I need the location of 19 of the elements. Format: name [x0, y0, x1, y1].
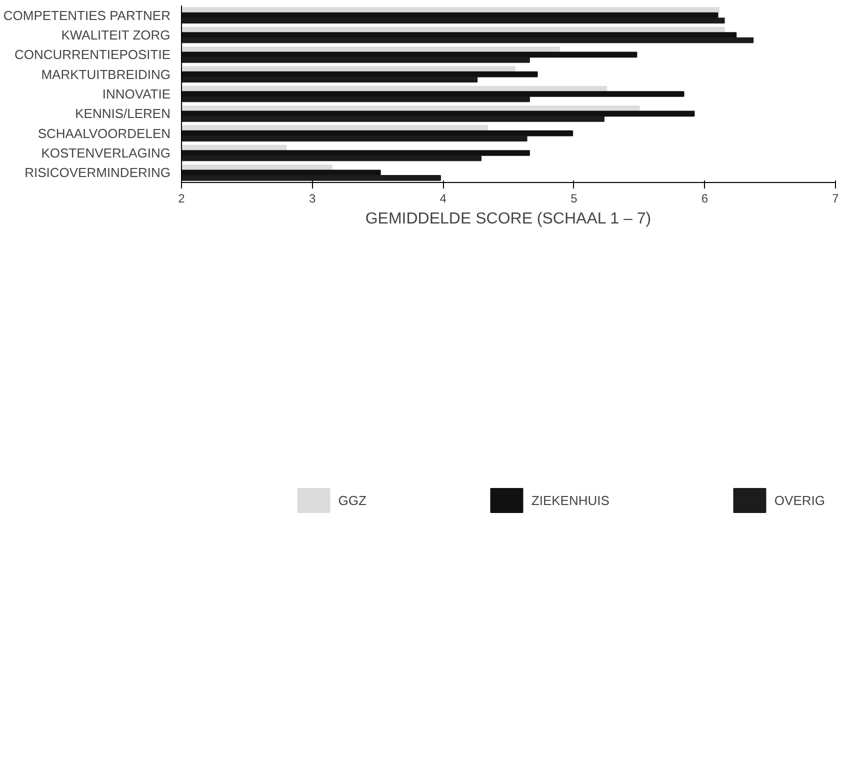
x-tick-label: 4 [440, 192, 447, 206]
y-tick-label: KWALITEIT ZORG [61, 28, 170, 42]
legend-label: OVERIG [774, 492, 825, 508]
y-tick-label: KENNIS/LEREN [75, 106, 171, 122]
legend-label: ZIEKENHUIS [531, 492, 610, 508]
legend-label: GGZ [338, 492, 366, 508]
y-tick-label: KOSTENVERLAGING [41, 146, 171, 160]
x-tick-label: 2 [178, 192, 186, 206]
y-tick-label: SCHAALVOORDELEN [38, 126, 170, 141]
y-tick-label: INNOVATIE [102, 86, 171, 102]
y-tick-label: COMPETENTIES PARTNER [3, 8, 171, 23]
x-tick-label: 6 [701, 192, 708, 206]
y-tick-label: CONCURRENTIEPOSITIE [14, 47, 171, 62]
y-tick-label: MARKTUITBREIDING [41, 66, 171, 82]
x-tick-label: 7 [832, 192, 840, 206]
y-tick-label: RISICOVERMINDERING [24, 165, 171, 180]
x-tick-label: 5 [570, 192, 578, 206]
x-tick-label: 3 [308, 192, 316, 206]
x-axis-title: GEMIDDELDE SCORE (SCHAAL 1 – 7) [365, 210, 652, 228]
